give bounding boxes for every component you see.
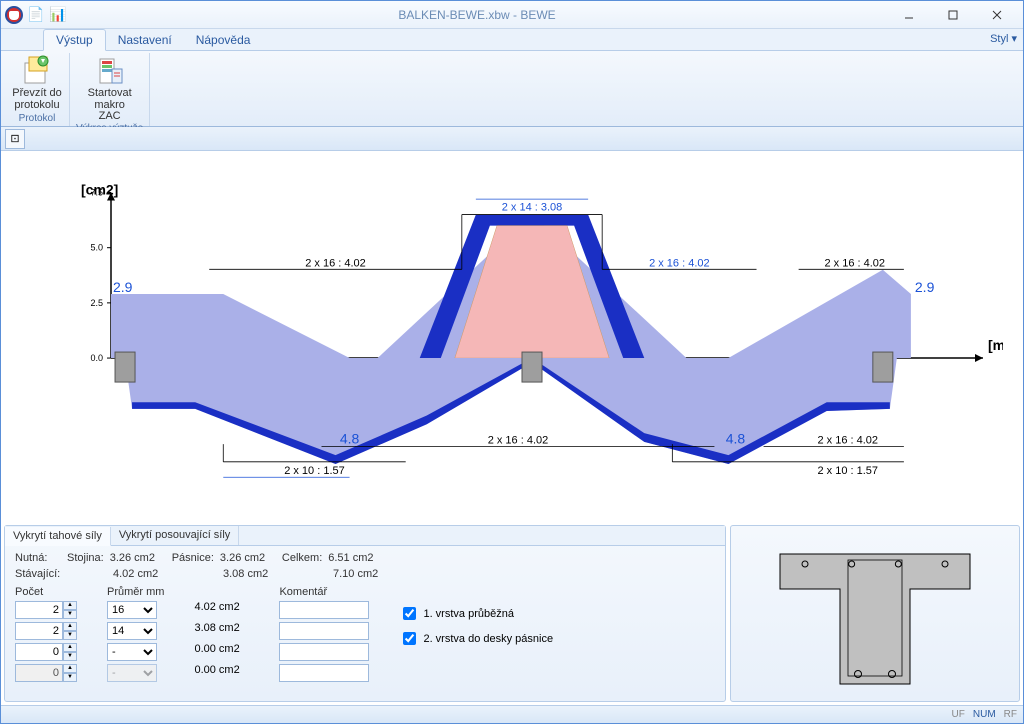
bottom-panels: Vykrytí tahové síly Vykrytí posouvající … [1,522,1023,705]
qat-chart-icon[interactable]: 📊 [49,6,67,24]
svg-text:2.5: 2.5 [90,298,103,308]
area-value-1: 3.08 cm2 [194,622,249,640]
tab-posouvajici-sily[interactable]: Vykrytí posouvající síly [111,526,239,545]
protokol-icon [21,55,53,87]
svg-text:2 x 16 : 4.02: 2 x 16 : 4.02 [305,257,366,269]
area-value-3: 0.00 cm2 [194,664,249,682]
svg-text:[m]: [m] [988,337,1003,353]
area-value-2: 0.00 cm2 [194,643,249,661]
protokol-group-label: Protokol [19,112,56,126]
lbl-stojina: Stojina: [67,552,104,564]
content-area: [cm2]0.02.55.07.5[m]1.02.03.04.05.06.07.… [1,151,1023,705]
style-dropdown[interactable]: Styl ▾ [990,32,1017,45]
zac-icon [94,55,126,87]
tab-napoveda[interactable]: Nápověda [184,30,263,50]
close-button[interactable] [975,4,1019,26]
ribbon-body: Převzít do protokolu Protokol Startovat … [1,51,1023,127]
protokol-label-2: protokolu [14,100,59,111]
val2-1: 4.02 cm2 [113,568,169,580]
pocet-input-3[interactable]: ▲▼ [15,664,77,682]
svg-text:2 x 10 : 1.57: 2 x 10 : 1.57 [284,465,345,477]
area-value-0: 4.02 cm2 [194,601,249,619]
svg-text:4.8: 4.8 [726,430,746,446]
ribbon-tabs: Výstup Nastavení Nápověda Styl ▾ [1,29,1023,51]
tab-tahove-sily[interactable]: Vykrytí tahové síly [5,527,111,546]
chart-area: [cm2]0.02.55.07.5[m]1.02.03.04.05.06.07.… [1,151,1023,522]
col-pocet: Počet [15,586,77,598]
pocet-input-0[interactable]: ▲▼ [15,601,77,619]
status-rf: RF [1004,709,1017,720]
col-komentar: Komentář [279,586,369,598]
app-icon[interactable] [5,6,23,24]
svg-text:2 x 10 : 1.57: 2 x 10 : 1.57 [817,465,878,477]
pocet-input-2[interactable]: ▲▼ [15,643,77,661]
protokol-label-1: Převzít do [12,88,62,99]
lbl-nutna: Nutná: [15,552,61,564]
svg-text:2 x 16 : 4.02: 2 x 16 : 4.02 [488,434,549,446]
minimize-button[interactable] [887,4,931,26]
reinforcement-chart: [cm2]0.02.55.07.5[m]1.02.03.04.05.06.07.… [41,181,1003,512]
col-prumer: Průměr mm [107,586,164,598]
window-title: BALKEN-BEWE.xbw - BEWE [67,8,887,22]
lbl-stavajici: Stávající: [15,568,61,580]
val-pasnice: 3.26 cm2 [220,552,276,564]
chk-vrstva-1[interactable]: 1. vrstva průběžná [399,604,553,623]
svg-text:2 x 16 : 4.02: 2 x 16 : 4.02 [649,257,710,269]
svg-text:2 x 16 : 4.02: 2 x 16 : 4.02 [817,434,878,446]
status-uf: UF [952,709,965,720]
app-window: 📄 📊 BALKEN-BEWE.xbw - BEWE Výstup Nastav… [0,0,1024,724]
tab-nastaveni[interactable]: Nastavení [106,30,184,50]
pocet-input-1[interactable]: ▲▼ [15,622,77,640]
svg-text:5.0: 5.0 [90,243,103,253]
svg-text:2 x 14 : 3.08: 2 x 14 : 3.08 [502,202,563,214]
ribbon-group-protokol: Převzít do protokolu Protokol [5,53,70,126]
lbl-pasnice: Pásnice: [172,552,214,564]
dia-select-1[interactable]: 14 [107,622,157,640]
titlebar: 📄 📊 BALKEN-BEWE.xbw - BEWE [1,1,1023,29]
svg-text:4.8: 4.8 [340,430,360,446]
svg-text:7.5: 7.5 [90,188,103,198]
comment-input-3[interactable] [279,664,369,682]
dia-select-0[interactable]: 16 [107,601,157,619]
dia-select-3[interactable]: - [107,664,157,682]
zac-button[interactable]: Startovat makro ZAC [84,53,136,122]
comment-input-0[interactable] [279,601,369,619]
zac-label-2: makro ZAC [84,100,136,122]
cross-section-drawing [760,539,990,689]
status-num: NUM [973,709,996,720]
statusbar: UF NUM RF [1,705,1023,723]
val-celkem: 6.51 cm2 [328,552,373,564]
toolbar-secondary: ⊡ [1,127,1023,151]
svg-text:2 x 16 : 4.02: 2 x 16 : 4.02 [824,257,885,269]
ribbon-group-vykres: Startovat makro ZAC Výkres výztuže [70,53,150,126]
chk-vrstva-2[interactable]: 2. vrstva do desky pásnice [399,629,553,648]
panel-tension-cover: Vykrytí tahové síly Vykrytí posouvající … [4,525,726,702]
view-mode-button[interactable]: ⊡ [5,129,25,149]
svg-text:2.9: 2.9 [113,279,133,295]
qat-new-icon[interactable]: 📄 [27,6,45,24]
val-stojina: 3.26 cm2 [110,552,166,564]
dia-select-2[interactable]: - [107,643,157,661]
svg-text:0.0: 0.0 [90,353,103,363]
lbl-celkem: Celkem: [282,552,322,564]
zac-label-1: Startovat [88,88,132,99]
val2-2: 3.08 cm2 [223,568,279,580]
protokol-button[interactable]: Převzít do protokolu [11,53,63,112]
tab-vystup[interactable]: Výstup [43,29,106,51]
comment-input-1[interactable] [279,622,369,640]
val2-3: 7.10 cm2 [333,568,378,580]
svg-text:2.9: 2.9 [915,279,935,295]
panel-cross-section [730,525,1020,702]
maximize-button[interactable] [931,4,975,26]
comment-input-2[interactable] [279,643,369,661]
